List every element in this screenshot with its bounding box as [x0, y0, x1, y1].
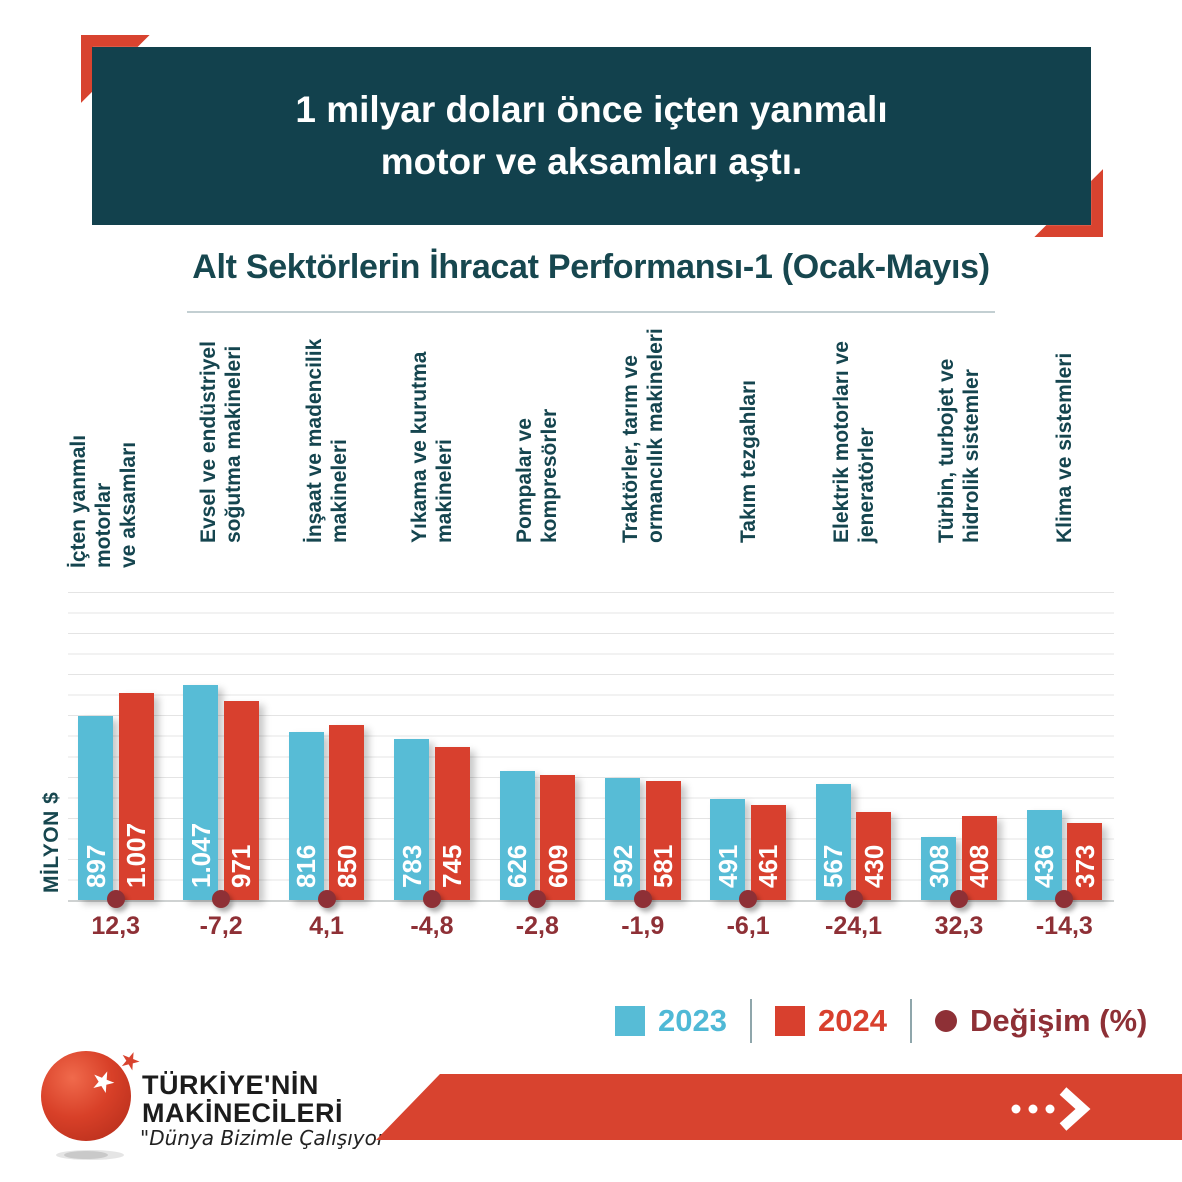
- change-percent-label: -14,3: [1035, 912, 1093, 940]
- brand-tagline: "Dünya Bizimle Çalışıyor": [140, 1126, 395, 1150]
- bar-value-label: 581: [648, 844, 678, 888]
- bar-value-label: 491: [712, 844, 743, 888]
- ellipsis-chevron-right-icon[interactable]: [1000, 1074, 1120, 1140]
- change-percent-label: 12,3: [91, 912, 141, 940]
- bar-2024: 408: [961, 816, 997, 900]
- category-label: İçten yanmalı motorlar ve aksamları: [66, 434, 140, 568]
- bar-value-label: 1.007: [121, 822, 151, 888]
- change-percent-label: -24,1: [825, 912, 883, 940]
- category-label: Klima ve sistemleri: [1052, 352, 1076, 543]
- white-star-icon: [93, 1071, 115, 1094]
- brand-logo: [41, 1051, 140, 1160]
- bar-value-label: 436: [1029, 844, 1060, 888]
- change-dot-icon: [317, 890, 336, 908]
- change-percent-label: -7,2: [199, 912, 243, 940]
- bar-2024: 850: [329, 725, 365, 900]
- bar-value-label: 626: [502, 844, 533, 888]
- bar-value-label: 373: [1069, 844, 1100, 888]
- logo-shadow: [56, 1150, 124, 1160]
- change-dot-icon: [212, 890, 231, 908]
- change-dot-icon: [528, 890, 547, 908]
- bar-value-label: 971: [226, 844, 257, 888]
- bar-value-label: 897: [80, 844, 111, 888]
- legend-label-2023: 2023: [658, 1003, 727, 1038]
- legend: 2023 2024 Değişim (%): [615, 998, 1147, 1044]
- bar-value-label: 850: [331, 844, 362, 888]
- legend-divider: [749, 999, 752, 1043]
- bar-value-label: 430: [858, 844, 889, 888]
- red-star-icon: [121, 1052, 140, 1071]
- change-percent-label: -4,8: [410, 912, 454, 940]
- bar-2023: 897: [78, 716, 113, 900]
- bar-2023: 436: [1026, 810, 1062, 900]
- headline-line1: 1 milyar doları önce içten yanmalı: [295, 89, 888, 130]
- bar-2024: 373: [1067, 823, 1103, 900]
- logo-shadow: [64, 1151, 108, 1159]
- change-percent-label: -1,9: [621, 912, 665, 940]
- bar-2023: 783: [394, 739, 430, 900]
- change-dot-icon: [844, 890, 863, 908]
- chart-title: Alt Sektörlerin İhracat Performansı-1 (O…: [192, 248, 990, 286]
- legend-divider: [909, 999, 912, 1043]
- bar-2024: 461: [750, 805, 786, 900]
- bar-2024: 581: [645, 781, 681, 900]
- bar-2024: 609: [540, 775, 576, 900]
- category-label: Traktörler, tarım ve ormancılık makinele…: [618, 328, 667, 543]
- change-dot-icon: [106, 890, 125, 908]
- change-percent-label: 4,1: [309, 912, 344, 940]
- legend-swatch-2024: [774, 1006, 805, 1036]
- bar-value-label: 783: [396, 844, 427, 888]
- headline-banner: 1 milyar doları önce içten yanmalı motor…: [92, 47, 1091, 225]
- bottom-banner: [376, 1074, 1182, 1140]
- headline-line2: motor ve aksamları aştı.: [380, 141, 803, 182]
- category-label: Elektrik motorları ve jeneratörler: [829, 341, 878, 543]
- bar-2023: 308: [921, 837, 957, 900]
- change-percent-label: -6,1: [726, 912, 770, 940]
- category-label: Yıkama ve kurutma makineleri: [407, 351, 456, 543]
- change-dot-icon: [633, 890, 652, 908]
- brand-name-line1: TÜRKİYE'NİN: [142, 1070, 319, 1100]
- category-label: İnşaat ve madencilik makineleri: [302, 338, 351, 543]
- bar-value-label: 408: [964, 844, 995, 888]
- change-dot-icon: [1055, 890, 1074, 908]
- bar-2024: 745: [434, 747, 470, 900]
- bar-value-label: 567: [818, 844, 849, 888]
- brand-name-line2: MAKİNECİLERİ: [142, 1098, 343, 1128]
- legend-label-change: Değişim (%): [969, 1003, 1148, 1038]
- legend-label-2024: 2024: [817, 1003, 887, 1038]
- bar-value-label: 461: [753, 844, 784, 888]
- category-label: Pompalar ve kompresörler: [513, 408, 562, 543]
- category-label: Takım tezgahları: [736, 380, 760, 543]
- change-percent-label: 32,3: [934, 912, 984, 940]
- bar-value-label: 592: [607, 844, 638, 888]
- change-percent-label: -2,8: [515, 912, 559, 940]
- title-divider: [187, 311, 995, 313]
- bar-2024: 971: [223, 701, 259, 900]
- bar-2024: 1.007: [118, 693, 154, 900]
- legend-swatch-2023: [615, 1006, 645, 1036]
- bar-value-label: 816: [291, 844, 322, 888]
- legend-change-dot-icon: [934, 1010, 957, 1032]
- bar-value-label: 308: [923, 844, 954, 888]
- category-label: Evsel ve endüstriyel soğutma makineleri: [197, 341, 246, 543]
- bar-value-label: 1.047: [185, 822, 216, 888]
- bar-2024: 430: [856, 812, 892, 900]
- bar-2023: 816: [288, 732, 324, 900]
- bar-2023: 567: [815, 784, 851, 900]
- change-dot-icon: [739, 890, 758, 908]
- bar-2023: 592: [605, 778, 640, 900]
- bar-value-label: 745: [437, 844, 468, 888]
- bar-value-label: 609: [542, 844, 573, 888]
- change-dot-icon: [422, 890, 441, 908]
- change-dot-icon: [949, 890, 968, 908]
- category-label: Türbin, turbojet ve hidrolik sistemler: [934, 358, 983, 543]
- bar-2023: 491: [710, 799, 746, 900]
- y-axis-label: MİLYON $: [40, 791, 63, 893]
- bar-2023: 1.047: [183, 685, 219, 900]
- red-sphere-icon: [41, 1051, 131, 1141]
- bar-2023: 626: [499, 771, 535, 900]
